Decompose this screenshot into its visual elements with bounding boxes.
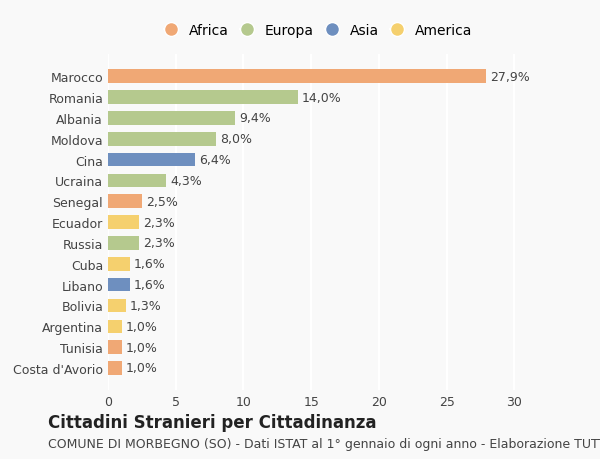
Bar [108, 299, 125, 313]
Bar [108, 361, 122, 375]
Bar [108, 70, 486, 84]
Bar [108, 320, 122, 333]
Text: 1,3%: 1,3% [130, 299, 161, 312]
Text: 1,0%: 1,0% [125, 362, 157, 375]
Text: 8,0%: 8,0% [220, 133, 253, 146]
Text: 14,0%: 14,0% [302, 91, 341, 104]
Text: 4,3%: 4,3% [170, 174, 202, 188]
Text: 2,5%: 2,5% [146, 196, 178, 208]
Bar [108, 195, 142, 208]
Bar [108, 153, 195, 167]
Text: 2,3%: 2,3% [143, 237, 175, 250]
Text: 27,9%: 27,9% [490, 71, 530, 84]
Text: 1,0%: 1,0% [125, 320, 157, 333]
Text: COMUNE DI MORBEGNO (SO) - Dati ISTAT al 1° gennaio di ogni anno - Elaborazione T: COMUNE DI MORBEGNO (SO) - Dati ISTAT al … [48, 437, 600, 451]
Text: 6,4%: 6,4% [199, 154, 230, 167]
Bar [108, 174, 166, 188]
Legend: Africa, Europa, Asia, America: Africa, Europa, Asia, America [158, 18, 478, 44]
Text: 2,3%: 2,3% [143, 216, 175, 229]
Bar [108, 133, 217, 146]
Bar [108, 216, 139, 230]
Text: Cittadini Stranieri per Cittadinanza: Cittadini Stranieri per Cittadinanza [48, 413, 377, 431]
Bar [108, 112, 235, 125]
Bar [108, 278, 130, 292]
Text: 9,4%: 9,4% [239, 112, 271, 125]
Text: 1,6%: 1,6% [134, 279, 166, 291]
Text: 1,0%: 1,0% [125, 341, 157, 354]
Bar [108, 237, 139, 250]
Bar [108, 341, 122, 354]
Text: 1,6%: 1,6% [134, 257, 166, 271]
Bar [108, 91, 298, 105]
Bar [108, 257, 130, 271]
